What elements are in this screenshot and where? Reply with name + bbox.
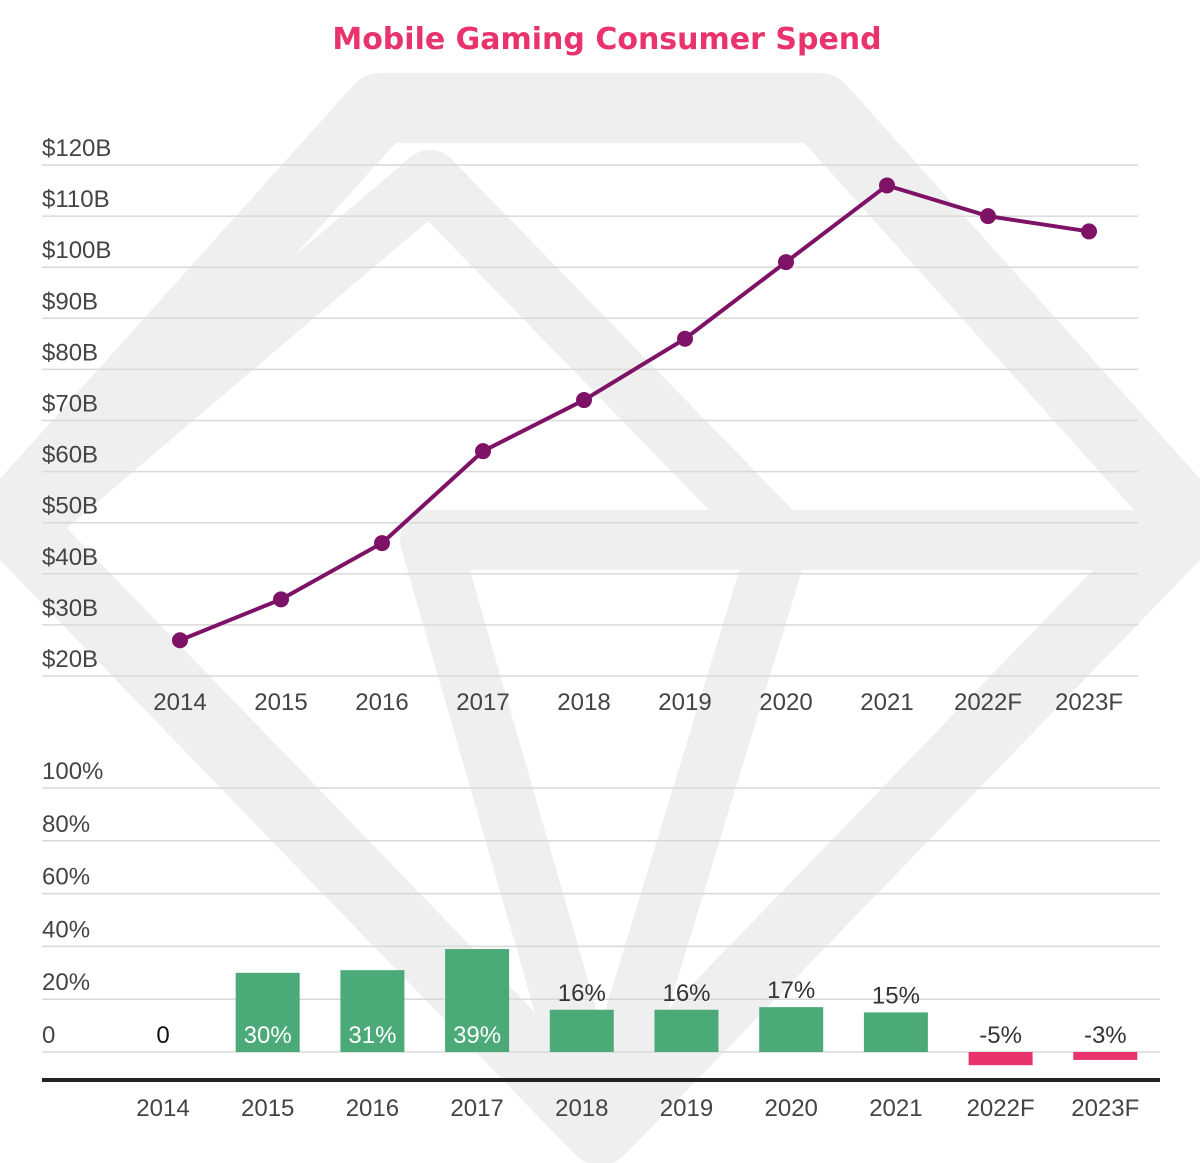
line-chart-series	[179, 183, 1090, 643]
bar-2015	[235, 972, 300, 1052]
line-chart-points	[172, 177, 1097, 649]
line-x-tick-2023f: 2023F	[1055, 689, 1123, 716]
line-point-2021	[879, 177, 895, 194]
line-point-2017	[475, 443, 491, 460]
line-y-tick-20b: $20B	[42, 646, 98, 673]
bar-y-tick-40: 40%	[42, 916, 90, 943]
watermark-outer-diamond	[0, 73, 1200, 1163]
line-y-tick-100b: $100B	[42, 237, 111, 264]
line-point-2018	[576, 392, 592, 409]
bar-y-tick-20: 20%	[42, 969, 90, 996]
line-chart-y-axis: $20B $30B $40B $50B $60B $70B $80B $90B $100B $11…	[42, 135, 111, 673]
bar-2022f	[968, 1052, 1033, 1066]
line-x-tick-2015: 2015	[254, 689, 307, 716]
bar-2016	[340, 970, 405, 1052]
bar-label-2020: 17%	[767, 977, 815, 1004]
bar-2017	[445, 949, 510, 1052]
bar-y-tick-80: 80%	[42, 811, 90, 838]
bar-2021	[863, 1012, 928, 1052]
bar-label-2015: 30%	[244, 1022, 292, 1049]
line-point-2019	[677, 330, 693, 347]
line-x-tick-2014: 2014	[153, 689, 206, 716]
line-x-tick-2018: 2018	[557, 689, 610, 716]
bar-x-tick-2015: 2015	[241, 1095, 294, 1122]
line-chart-gridlines	[42, 164, 1138, 677]
bar-x-tick-2022f: 2022F	[967, 1095, 1035, 1122]
line-point-2023f	[1081, 223, 1097, 240]
chart-title: Mobile Gaming Consumer Spend	[332, 22, 881, 57]
bar-label-2022f: -5%	[979, 1022, 1022, 1049]
line-point-2020	[778, 254, 794, 271]
bar-2020	[759, 1007, 824, 1052]
bar-x-tick-2021: 2021	[869, 1095, 922, 1122]
line-point-2016	[374, 535, 390, 552]
line-y-tick-40b: $40B	[42, 544, 98, 571]
bar-label-2023f: -3%	[1084, 1022, 1127, 1049]
line-y-tick-70b: $70B	[42, 391, 98, 418]
line-x-tick-2019: 2019	[658, 689, 711, 716]
line-y-tick-80b: $80B	[42, 339, 98, 366]
bar-x-tick-2017: 2017	[450, 1095, 503, 1122]
watermark-inner-line	[10, 150, 1170, 1160]
bar-chart-bars	[235, 949, 1138, 1066]
line-x-tick-2020: 2020	[759, 689, 812, 716]
bar-chart-y-axis: 0 20% 40% 60% 80% 100%	[42, 758, 103, 1049]
line-y-tick-60b: $60B	[42, 442, 98, 469]
bar-y-tick-0: 0	[42, 1022, 55, 1049]
bar-x-tick-2018: 2018	[555, 1095, 608, 1122]
line-point-2015	[273, 591, 289, 608]
line-y-tick-30b: $30B	[42, 595, 98, 622]
bar-y-tick-100: 100%	[42, 758, 103, 785]
line-point-2014	[172, 632, 188, 649]
line-point-2022f	[980, 208, 996, 225]
bar-label-2019: 16%	[662, 980, 710, 1007]
line-y-tick-90b: $90B	[42, 288, 98, 315]
bar-x-tick-2014: 2014	[136, 1095, 189, 1122]
bar-x-tick-2023f: 2023F	[1071, 1095, 1139, 1122]
bar-2018	[549, 1009, 614, 1052]
line-y-tick-110b: $110B	[42, 186, 110, 213]
line-x-tick-2022f: 2022F	[954, 689, 1022, 716]
bar-x-tick-2019: 2019	[660, 1095, 713, 1122]
line-series-consumer-spend	[179, 183, 1090, 643]
bar-label-2014: 0	[156, 1022, 169, 1049]
bar-label-2018: 16%	[558, 980, 606, 1007]
growth-bar-chart: 0 20% 40% 60% 80% 100% 0 30% 31% 39% 16% 16% 17% 15%…	[42, 758, 1160, 1122]
line-y-tick-120b: $120B	[42, 135, 111, 162]
line-chart-x-axis: 2014 2015 2016 2017 2018 2019 2020 2021 2022F 202…	[153, 689, 1123, 716]
line-y-tick-50b: $50B	[42, 493, 98, 520]
bar-x-tick-2020: 2020	[765, 1095, 818, 1122]
bar-chart-x-axis: 2014 2015 2016 2017 2018 2019 2020 2021 2022F 202…	[136, 1095, 1139, 1122]
line-x-tick-2017: 2017	[456, 689, 509, 716]
bar-y-tick-60: 60%	[42, 864, 90, 891]
bar-label-2021: 15%	[872, 982, 920, 1009]
bar-2019	[654, 1009, 719, 1052]
line-x-tick-2016: 2016	[355, 689, 408, 716]
bar-label-2016: 31%	[348, 1022, 396, 1049]
bar-x-tick-2016: 2016	[346, 1095, 399, 1122]
line-chart: $20B $30B $40B $50B $60B $70B $80B $90B $100B $11…	[42, 135, 1138, 716]
watermark-logo	[0, 73, 1200, 1163]
bar-chart-data-labels: 0 30% 31% 39% 16% 16% 17% 15% -5% -3%	[156, 977, 1126, 1049]
bar-label-2017: 39%	[453, 1022, 501, 1049]
line-x-tick-2021: 2021	[860, 689, 913, 716]
bar-2023f	[1073, 1052, 1138, 1060]
